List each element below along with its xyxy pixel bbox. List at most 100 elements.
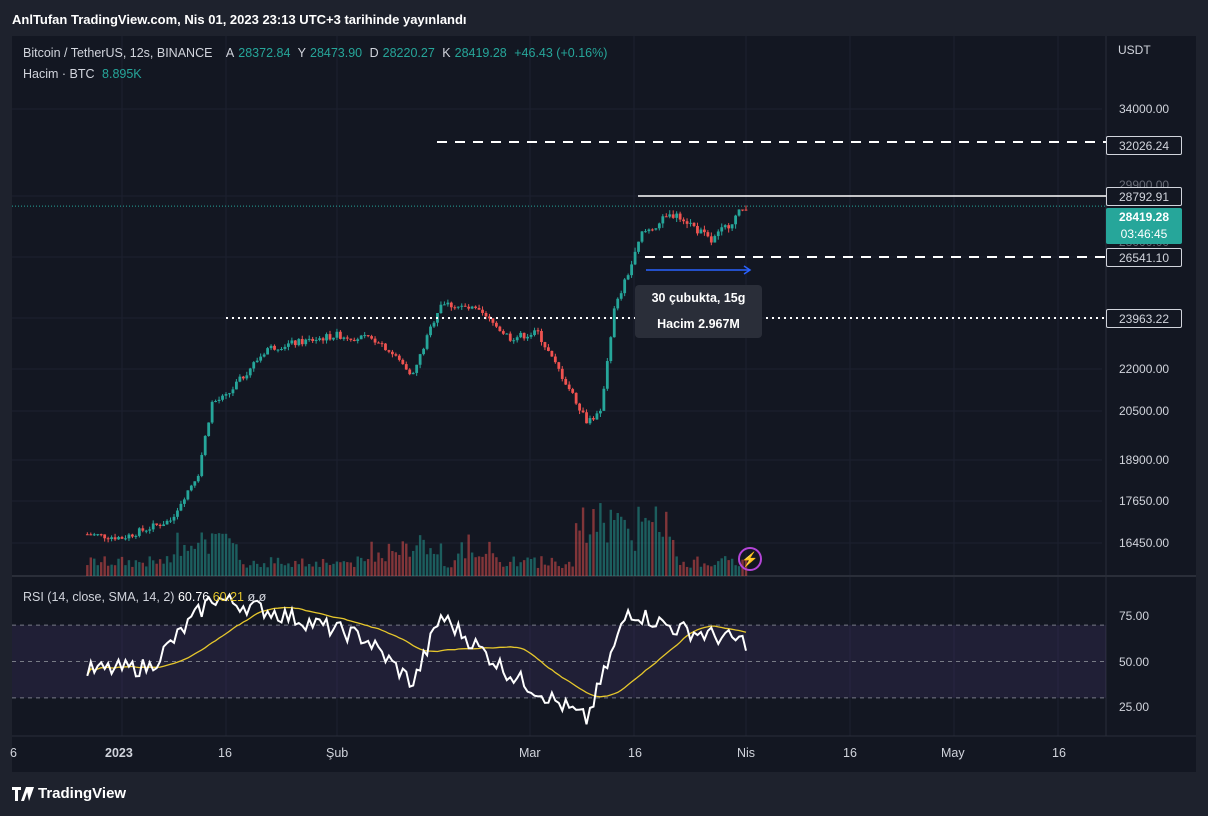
volume-bar <box>412 550 415 576</box>
candle-body <box>297 339 301 346</box>
volume-bar <box>363 561 366 576</box>
candle-body <box>474 306 477 308</box>
candle-body <box>269 345 273 349</box>
volume-bar <box>502 566 505 576</box>
candle-body <box>422 348 425 355</box>
candle-body <box>651 229 654 231</box>
volume-bar <box>696 556 699 576</box>
level-tag-28792[interactable]: 28792.91 <box>1106 187 1182 206</box>
volume-bar <box>446 567 450 576</box>
candle-body <box>89 534 93 536</box>
volume-bar <box>578 530 581 576</box>
candle-body <box>519 332 523 338</box>
tradingview-icon <box>12 786 34 801</box>
chart-canvas[interactable] <box>12 36 1196 772</box>
candle-body <box>113 537 117 540</box>
candle-body <box>314 339 318 341</box>
candle-body <box>484 312 488 317</box>
candle-body <box>401 359 405 365</box>
volume-bar <box>512 556 515 576</box>
volume-label[interactable]: Hacim · BTC <box>23 67 95 81</box>
volume-bar <box>540 556 543 576</box>
volume-bar <box>429 548 432 576</box>
volume-bar <box>103 556 106 576</box>
volume-bar <box>668 536 671 576</box>
chart-frame[interactable] <box>12 36 1196 772</box>
candle-body <box>155 523 159 525</box>
rsi-sma-value: 60.21 <box>212 590 244 604</box>
lightning-icon[interactable]: ⚡ <box>738 547 762 571</box>
level-tag-32026[interactable]: 32026.24 <box>1106 136 1182 155</box>
volume-bar <box>724 556 727 576</box>
candle-body <box>283 346 287 349</box>
candle-body <box>231 389 235 394</box>
candle-body <box>741 209 744 211</box>
candle-body <box>342 337 346 339</box>
price-axis-label: 22000.00 <box>1119 362 1170 376</box>
volume-bar <box>301 558 304 576</box>
volume-bar <box>606 542 609 576</box>
high-value: 28473.90 <box>310 46 363 60</box>
candle-body <box>387 350 391 352</box>
volume-bar <box>259 566 262 576</box>
candle-body <box>453 307 457 309</box>
candle-body <box>151 523 155 530</box>
volume-bar <box>221 533 224 576</box>
candle-body <box>699 229 703 234</box>
volume-bar <box>287 563 290 576</box>
time-axis-label: Mar <box>519 746 541 760</box>
volume-bar <box>720 558 723 576</box>
volume-bar <box>190 545 193 576</box>
volume-bar <box>602 522 606 576</box>
rsi-label[interactable]: RSI (14, close, SMA, 14, 2) <box>23 590 175 604</box>
volume-bar <box>470 552 474 576</box>
candle-body <box>595 413 599 420</box>
volume-bar <box>401 541 404 576</box>
candle-body <box>432 322 436 327</box>
candle-body <box>460 305 464 307</box>
candle-body <box>592 418 595 420</box>
candle-body <box>713 236 717 243</box>
candle-body <box>411 372 415 375</box>
current-price-tag[interactable]: 28419.28 03:46:45 <box>1106 208 1182 244</box>
volume-bar <box>242 564 245 576</box>
candle-body <box>495 322 498 327</box>
time-axis-label: 2023 <box>105 746 133 760</box>
candle-body <box>706 232 710 237</box>
symbol-label[interactable]: Bitcoin / TetherUS, 12s, BINANCE <box>23 46 213 60</box>
price-axis-unit[interactable]: USDT <box>1118 43 1151 57</box>
price-axis-label: 34000.00 <box>1119 102 1170 116</box>
volume-bar <box>224 533 228 576</box>
level-tag-23963[interactable]: 23963.22 <box>1106 309 1182 328</box>
volume-bar <box>314 561 318 576</box>
candle-body <box>578 403 581 411</box>
volume-bar <box>328 565 332 576</box>
candle-body <box>311 338 315 341</box>
time-axis-label: Şub <box>326 746 349 760</box>
volume-bar <box>640 521 644 576</box>
volume-bar <box>325 562 328 576</box>
volume-bar <box>495 557 498 576</box>
candle-body <box>384 343 387 351</box>
volume-bar <box>228 538 231 576</box>
volume-bar <box>450 567 453 576</box>
volume-bar <box>529 558 533 576</box>
volume-bar <box>536 567 540 576</box>
tradingview-logo[interactable]: TradingView <box>12 785 126 802</box>
volume-bar <box>283 565 287 576</box>
candle-body <box>127 534 131 539</box>
candle-body <box>692 222 696 226</box>
candle-body <box>335 331 339 338</box>
volume-bar <box>96 565 99 576</box>
volume-bar <box>522 560 526 576</box>
volume-bar <box>685 566 689 576</box>
candle-body <box>259 356 263 361</box>
rsi-value: 60.76 <box>177 590 210 604</box>
candle-body <box>137 528 141 536</box>
candle-body <box>162 524 165 527</box>
candle-body <box>96 534 100 536</box>
candle-body <box>363 335 367 337</box>
volume-bar <box>100 562 103 576</box>
level-tag-26541[interactable]: 26541.10 <box>1106 248 1182 267</box>
candle-body <box>696 225 699 234</box>
